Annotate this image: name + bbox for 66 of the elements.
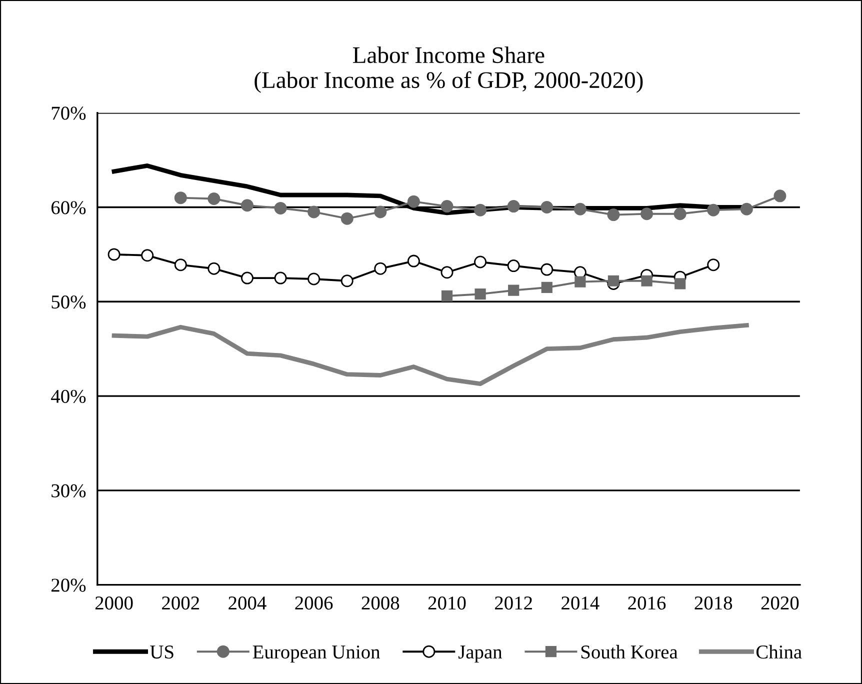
x-tick-label: 2002: [162, 596, 200, 610]
point: [340, 274, 354, 288]
point: [707, 204, 720, 216]
y-tick-label: 30%: [52, 484, 86, 498]
point: [174, 258, 187, 272]
legend-label: Japan: [458, 646, 502, 663]
point: [540, 201, 554, 214]
point: [574, 276, 586, 288]
point: [407, 195, 420, 208]
point: [208, 262, 220, 275]
point: [274, 202, 287, 214]
legend-label: US: [150, 646, 174, 659]
y-tick-label: 50%: [52, 295, 86, 309]
point: [540, 263, 554, 276]
y-tick-label: 40%: [51, 390, 86, 404]
point: [208, 192, 220, 206]
legend-label: European Union: [252, 646, 380, 663]
point: [407, 254, 420, 268]
point: [641, 275, 652, 286]
y-tick-label: 20%: [52, 578, 86, 592]
point: [774, 190, 786, 202]
point: [541, 282, 552, 294]
point: [608, 275, 620, 286]
point: [640, 208, 654, 220]
legend-label: China: [756, 644, 802, 659]
y-tick-label: 60%: [51, 201, 86, 214]
point: [374, 206, 387, 218]
point: [507, 200, 520, 213]
x-tick-label: 2006: [295, 596, 333, 610]
chart-title: Labor Income Share (Labor Income as % of GDP, 2000-2020): [254, 46, 643, 93]
x-tick-label: 2018: [694, 596, 732, 610]
line-series: [112, 323, 749, 386]
x-tick-label: 2000: [95, 596, 133, 610]
point: [607, 208, 620, 222]
point: [240, 199, 254, 212]
x-tick-label: 2010: [428, 596, 466, 610]
point: [474, 204, 487, 216]
point: [274, 272, 287, 284]
x-tick-label: 2016: [628, 596, 666, 610]
point: [308, 272, 320, 286]
point: [141, 249, 154, 262]
x-tick-label: 2008: [362, 596, 400, 610]
point: [340, 212, 354, 225]
x-tick-label: 2012: [495, 596, 532, 610]
point: [308, 206, 320, 218]
point: [508, 284, 520, 296]
point: [574, 202, 586, 216]
point: [441, 290, 453, 302]
point: [174, 192, 187, 204]
point: [674, 208, 686, 220]
y-tick-label: 70%: [52, 106, 86, 120]
x-tick-label: 2020: [761, 596, 799, 610]
x-tick-label: 2004: [228, 596, 266, 610]
point: [374, 262, 387, 275]
point: [474, 256, 487, 268]
point: [440, 200, 454, 213]
x-tick-label: 2014: [562, 596, 600, 610]
point: [108, 248, 120, 261]
point: [674, 278, 686, 290]
point: [707, 258, 720, 272]
point: [507, 260, 520, 272]
point: [240, 272, 254, 284]
point: [474, 288, 486, 300]
point: [740, 202, 753, 216]
legend-label: South Korea: [581, 644, 678, 659]
point: [440, 266, 454, 279]
